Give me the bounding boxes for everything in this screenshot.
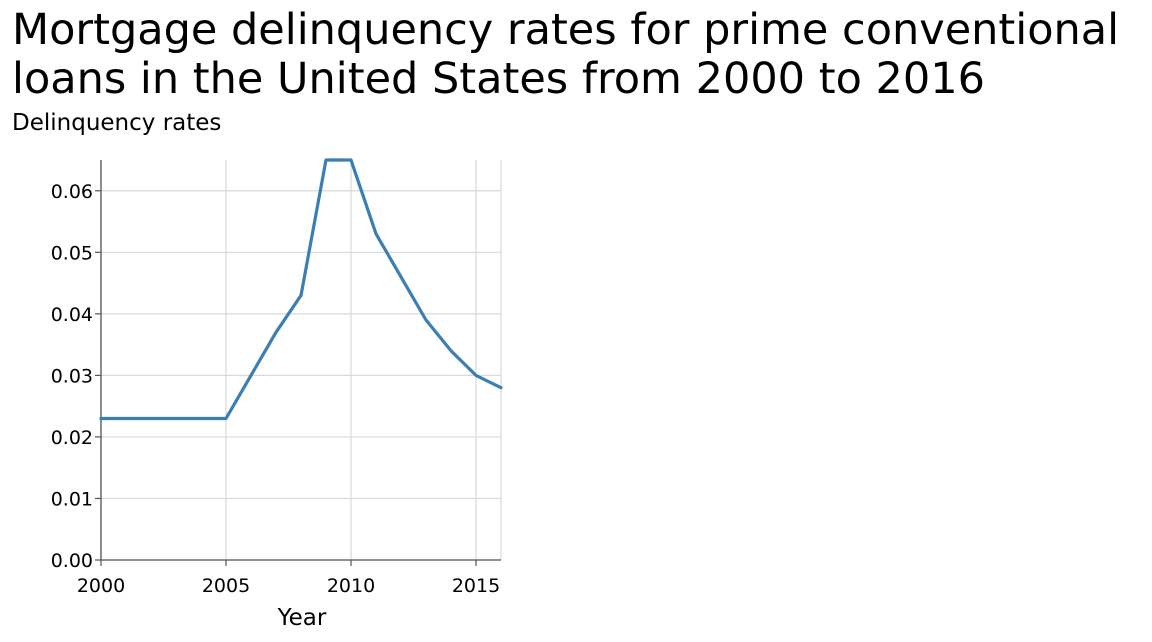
x-axis-label: Year xyxy=(277,605,327,631)
y-tick-label: 0.00 xyxy=(51,550,93,572)
y-tick-label: 0.02 xyxy=(51,427,93,449)
y-axis-label: Delinquency rates xyxy=(12,110,222,136)
axes xyxy=(95,160,501,566)
y-tick-label: 0.06 xyxy=(51,181,93,203)
x-tick-label: 2010 xyxy=(327,575,375,597)
tick-labels: 0.00 0.01 0.02 0.03 0.04 0.05 0.06 2000 2005 2010… xyxy=(51,181,500,597)
y-tick-label: 0.04 xyxy=(51,304,93,326)
x-tick-label: 2015 xyxy=(452,575,500,597)
x-tick-label: 2005 xyxy=(202,575,250,597)
x-tick-label: 2000 xyxy=(77,575,125,597)
series-line xyxy=(99,158,503,421)
y-tick-label: 0.05 xyxy=(51,242,93,264)
y-tick-label: 0.03 xyxy=(51,365,93,387)
grid-lines xyxy=(100,160,502,561)
chart-title: Mortgage delinquency rates for prime con… xyxy=(12,5,1120,104)
y-tick-label: 0.01 xyxy=(51,488,93,510)
series-layer xyxy=(99,158,503,421)
